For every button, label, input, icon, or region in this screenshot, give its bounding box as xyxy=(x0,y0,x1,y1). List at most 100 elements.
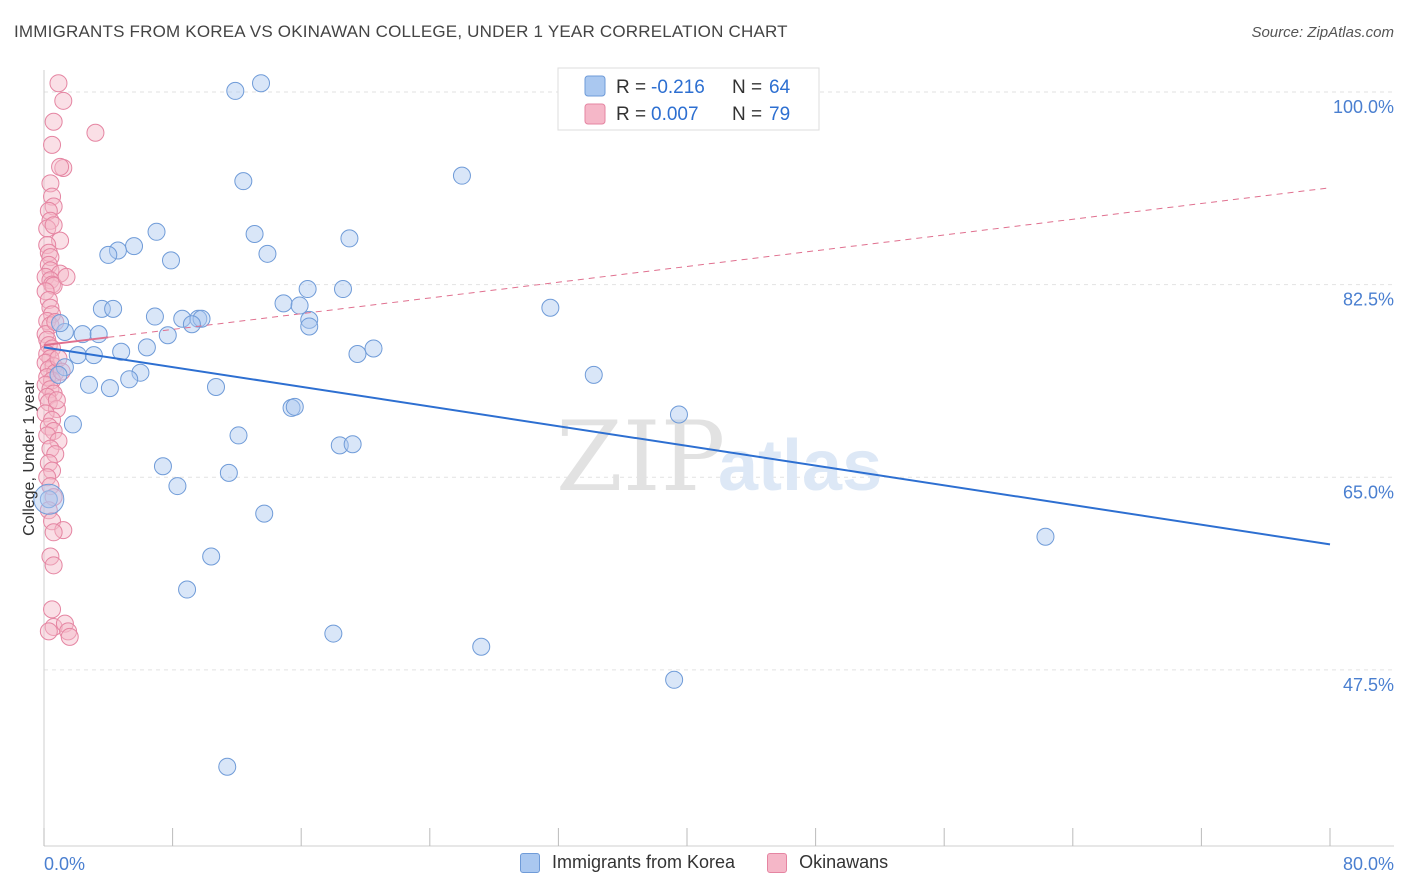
korea-point xyxy=(330,436,349,455)
okinawa-point xyxy=(47,391,66,410)
okinawa-point xyxy=(41,298,60,317)
korea-point xyxy=(541,298,560,317)
korea-point xyxy=(99,245,118,264)
korea-point xyxy=(245,225,264,244)
bottom-legend-korea: Immigrants from Korea xyxy=(520,852,735,873)
korea-point xyxy=(324,624,343,643)
korea-point-large xyxy=(33,483,65,515)
bottom-legend-okinawa: Okinawans xyxy=(767,852,888,873)
okinawa-point xyxy=(43,275,62,294)
okinawa-point xyxy=(60,627,79,646)
trend-lines xyxy=(43,187,1331,546)
watermark: ZIP atlas xyxy=(556,401,882,513)
korea-point xyxy=(49,365,68,384)
axis-labels: 47.5% 65.0% 82.5% 100.0% 0.0% 80.0% xyxy=(44,97,1394,874)
bottom-legend-swatch-korea xyxy=(520,852,540,873)
korea-point xyxy=(145,307,164,326)
korea-point xyxy=(153,457,172,476)
korea-trend-line xyxy=(43,346,1331,546)
korea-point xyxy=(55,358,74,377)
korea-point xyxy=(108,241,127,260)
okinawa-point xyxy=(57,267,76,286)
okinawa-point xyxy=(54,91,73,110)
legend-r-label-korea: R = xyxy=(616,77,646,98)
legend-n-label-korea: N = xyxy=(732,77,762,98)
korea-point xyxy=(226,81,245,100)
okinawa-point xyxy=(38,426,57,445)
korea-point xyxy=(51,314,70,333)
watermark-atlas: atlas xyxy=(718,426,882,506)
korea-point xyxy=(452,166,471,185)
okinawa-point xyxy=(44,556,63,575)
y-tick-label: 47.5% xyxy=(1343,675,1394,695)
korea-point xyxy=(80,375,99,394)
korea-point xyxy=(137,338,156,357)
korea-point xyxy=(252,74,271,93)
korea-point xyxy=(234,172,253,191)
okinawa-point xyxy=(43,135,62,154)
korea-point xyxy=(348,344,367,363)
korea-point xyxy=(73,325,92,344)
legend-r-value-korea: -0.216 xyxy=(651,77,705,98)
okinawa-point xyxy=(39,501,58,520)
legend-n-value-korea: 64 xyxy=(769,77,791,98)
korea-point xyxy=(669,405,688,424)
korea-point xyxy=(300,310,319,329)
y-axis-label: College, Under 1 year xyxy=(21,380,38,536)
okinawa-point xyxy=(39,291,58,310)
korea-point xyxy=(584,365,603,384)
okinawa-point xyxy=(36,404,55,423)
korea-point xyxy=(1036,527,1055,546)
korea-point xyxy=(173,309,192,328)
legend-r-value-okinawa: 0.007 xyxy=(651,104,699,125)
y-tick-label: 82.5% xyxy=(1343,290,1394,310)
korea-point xyxy=(63,415,82,434)
okinawa-point xyxy=(38,236,57,255)
chart-title: IMMIGRANTS FROM KOREA VS OKINAWAN COLLEG… xyxy=(14,22,788,41)
korea-point xyxy=(300,317,319,336)
y-tick-label: 100.0% xyxy=(1333,97,1394,117)
korea-point xyxy=(258,244,277,263)
korea-points xyxy=(33,74,1055,776)
y-tick-label: 65.0% xyxy=(1343,482,1394,502)
korea-point xyxy=(112,342,131,361)
korea-point xyxy=(274,294,293,313)
korea-point xyxy=(192,309,211,328)
korea-point xyxy=(340,229,359,248)
korea-point xyxy=(125,237,144,256)
korea-point xyxy=(202,547,221,566)
okinawa-point xyxy=(39,622,58,641)
legend-n-value-okinawa: 79 xyxy=(769,104,790,125)
okinawa-trend-solid xyxy=(43,336,109,347)
korea-point xyxy=(39,490,58,509)
korea-point xyxy=(255,504,274,523)
korea-point xyxy=(68,346,87,365)
korea-point xyxy=(178,580,197,599)
korea-point xyxy=(161,251,180,270)
korea-point xyxy=(55,322,74,341)
korea-point xyxy=(218,757,237,776)
korea-point xyxy=(158,326,177,345)
okinawa-point xyxy=(41,439,60,458)
legend-swatch-korea xyxy=(584,75,606,97)
x-tick-label: 0.0% xyxy=(44,854,85,874)
korea-point xyxy=(343,435,362,454)
okinawa-point xyxy=(86,123,105,142)
korea-point xyxy=(219,463,238,482)
korea-point xyxy=(207,378,226,397)
okinawa-point xyxy=(43,600,62,619)
okinawa-point xyxy=(44,216,63,235)
korea-point xyxy=(168,477,187,496)
korea-point xyxy=(120,370,139,389)
source-label: Source: ZipAtlas.com xyxy=(1251,24,1394,41)
korea-point xyxy=(229,426,248,445)
bottom-legend-label-okinawa: Okinawans xyxy=(799,852,889,872)
legend-swatch-okinawa xyxy=(584,103,606,125)
korea-point xyxy=(285,397,304,416)
korea-point xyxy=(104,299,123,318)
legend-r-label-okinawa: R = xyxy=(616,104,646,125)
korea-point xyxy=(665,670,684,689)
korea-point xyxy=(147,222,166,241)
legend-n-label-okinawa: N = xyxy=(732,104,762,125)
bottom-legend: Immigrants from Korea Okinawans xyxy=(520,852,920,873)
